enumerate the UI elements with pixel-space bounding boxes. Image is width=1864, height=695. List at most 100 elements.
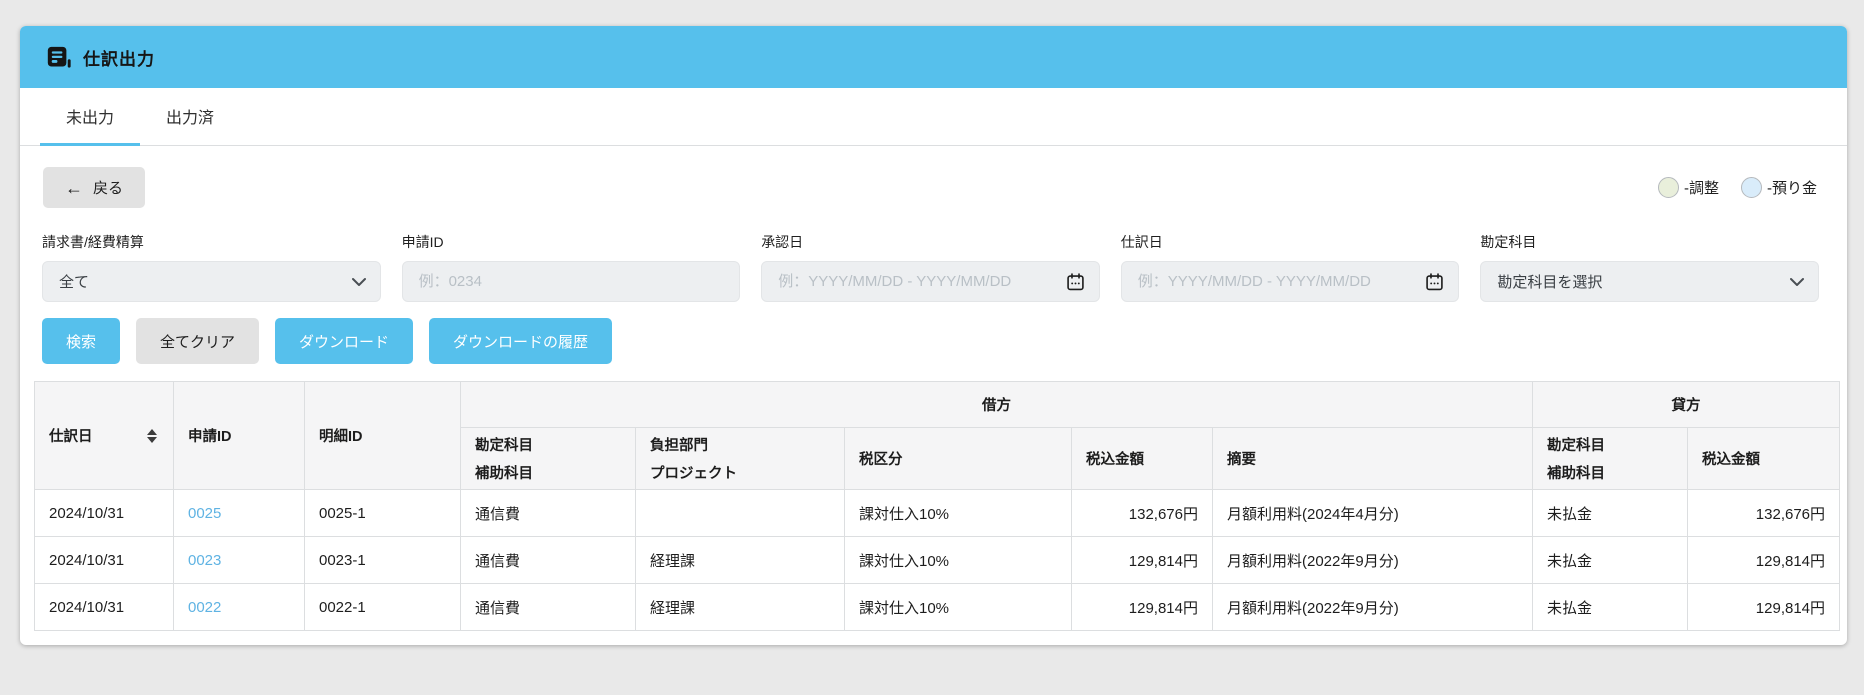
cell-tax-category: 課対仕入10% xyxy=(844,536,1072,584)
cell-department: 経理課 xyxy=(635,536,845,584)
cell-department xyxy=(635,489,845,537)
table-row: 2024/10/31 0025 0025-1 通信費 課対仕入10% 132,6… xyxy=(34,489,1841,537)
col-header-department: 負担部門 プロジェクト xyxy=(635,427,845,490)
action-buttons-row: 検索 全てクリア ダウンロード ダウンロードの履歴 xyxy=(42,318,1847,364)
cell-debit-account: 通信費 xyxy=(460,489,636,537)
col-header-debit-account: 勘定科目 補助科目 xyxy=(460,427,636,490)
journal-date-input[interactable] xyxy=(1121,262,1459,301)
legend-item-deposit: -預り金 xyxy=(1741,177,1817,198)
cell-journal-date: 2024/10/31 xyxy=(34,583,174,631)
search-button[interactable]: 検索 xyxy=(42,318,121,364)
debit-account-line1: 勘定科目 xyxy=(475,438,533,454)
sort-journal-date-button[interactable] xyxy=(145,427,159,445)
department-line1: 負担部門 xyxy=(650,438,708,454)
col-header-tax-category: 税区分 xyxy=(844,427,1072,490)
account-select[interactable]: 勘定科目を選択 xyxy=(1480,261,1819,302)
download-history-button[interactable]: ダウンロードの履歴 xyxy=(429,318,613,364)
cell-detail-id: 0022-1 xyxy=(304,583,461,631)
table-group-header-row: 仕訳日 申請ID 明細ID 借方 貸方 xyxy=(34,381,1841,490)
filter-row: 請求書/経費精算 全て 申請ID 承認日 xyxy=(42,232,1819,302)
cell-credit-account: 未払金 xyxy=(1532,536,1689,584)
cell-detail-id: 0025-1 xyxy=(304,489,461,537)
cell-summary: 月額利用料(2022年9月分) xyxy=(1211,536,1534,584)
doc-type-selected-value: 全て xyxy=(59,274,90,291)
application-id-field-wrap xyxy=(401,261,741,302)
chevron-down-icon xyxy=(1790,277,1804,286)
download-button[interactable]: ダウンロード xyxy=(275,318,414,364)
journal-date-field-wrap xyxy=(1120,261,1460,302)
filter-doc-type: 請求書/経費精算 全て xyxy=(42,232,381,302)
cell-credit-account: 未払金 xyxy=(1532,583,1689,631)
table-row: 2024/10/31 0023 0023-1 通信費 経理課 課対仕入10% 1… xyxy=(34,536,1841,584)
cell-journal-date: 2024/10/31 xyxy=(34,536,174,584)
application-id-link[interactable]: 0023 xyxy=(188,551,222,569)
cell-debit-amount: 129,814円 xyxy=(1071,583,1213,631)
calendar-icon[interactable] xyxy=(1066,272,1085,291)
clear-all-button[interactable]: 全てクリア xyxy=(136,318,260,364)
cell-detail-id: 0023-1 xyxy=(304,536,461,584)
journal-date-col-label: 仕訳日 xyxy=(49,429,93,445)
table-body: 2024/10/31 0025 0025-1 通信費 課対仕入10% 132,6… xyxy=(34,489,1841,631)
account-label: 勘定科目 xyxy=(1480,234,1537,250)
toolbar-row: ← 戻る -調整 -預り金 xyxy=(43,167,1817,208)
tab-not-exported[interactable]: 未出力 xyxy=(40,88,141,146)
legend-adjustment-label: -調整 xyxy=(1684,180,1719,197)
journal-date-label: 仕訳日 xyxy=(1120,234,1163,250)
page-title: 仕訳出力 xyxy=(83,49,155,69)
cell-application-id: 0023 xyxy=(173,536,305,584)
journal-table: 仕訳日 申請ID 明細ID 借方 貸方 勘定科目 補助科目 xyxy=(34,381,1841,631)
journal-export-panel: 仕訳出力 未出力 出力済 ← 戻る -調整 -預り金 請求書/経 xyxy=(20,26,1847,645)
chevron-down-icon xyxy=(351,277,366,286)
cell-application-id: 0022 xyxy=(173,583,305,631)
cell-debit-amount: 129,814円 xyxy=(1071,536,1213,584)
cell-summary: 月額利用料(2024年4月分) xyxy=(1211,489,1534,537)
cell-journal-date: 2024/10/31 xyxy=(34,489,174,537)
account-selected-value: 勘定科目を選択 xyxy=(1497,274,1603,291)
journal-book-icon xyxy=(45,44,72,71)
approval-date-field-wrap xyxy=(761,261,1100,302)
title-bar: 仕訳出力 xyxy=(20,26,1847,88)
col-header-application-id: 申請ID xyxy=(173,381,305,490)
filter-account: 勘定科目 勘定科目を選択 xyxy=(1480,232,1819,302)
tab-exported[interactable]: 出力済 xyxy=(140,88,240,146)
filter-approval-date: 承認日 xyxy=(761,232,1100,302)
deposit-color-circle xyxy=(1741,177,1762,198)
credit-account-line2: 補助科目 xyxy=(1547,466,1606,482)
legend-item-adjustment: -調整 xyxy=(1658,177,1719,198)
filter-journal-date: 仕訳日 xyxy=(1120,232,1460,302)
doc-type-label: 請求書/経費精算 xyxy=(42,234,144,250)
tab-exported-label: 出力済 xyxy=(166,109,215,127)
table-row: 2024/10/31 0022 0022-1 通信費 経理課 課対仕入10% 1… xyxy=(34,583,1841,631)
approval-date-input[interactable] xyxy=(762,262,1099,301)
group-header-debit: 借方 xyxy=(459,381,1534,428)
back-arrow-icon: ← xyxy=(65,177,83,198)
cell-credit-amount: 129,814円 xyxy=(1687,536,1841,584)
col-header-credit-account: 勘定科目 補助科目 xyxy=(1532,427,1689,490)
cell-debit-amount: 132,676円 xyxy=(1071,489,1213,537)
legend-deposit-label: -預り金 xyxy=(1767,180,1817,197)
application-id-link[interactable]: 0025 xyxy=(188,504,222,522)
col-header-detail-id: 明細ID xyxy=(304,381,461,490)
tab-bar: 未出力 出力済 xyxy=(20,88,1847,146)
cell-debit-account: 通信費 xyxy=(460,536,636,584)
cell-summary: 月額利用料(2022年9月分) xyxy=(1211,583,1534,631)
cell-credit-amount: 129,814円 xyxy=(1687,583,1841,631)
cell-credit-amount: 132,676円 xyxy=(1687,489,1841,537)
application-id-input[interactable] xyxy=(402,262,740,301)
back-button-label: 戻る xyxy=(93,180,124,197)
group-header-credit: 貸方 xyxy=(1532,381,1841,428)
col-header-summary: 摘要 xyxy=(1211,427,1534,490)
cell-application-id: 0025 xyxy=(173,489,305,537)
calendar-icon[interactable] xyxy=(1425,272,1444,291)
application-id-label: 申請ID xyxy=(401,234,444,250)
back-button[interactable]: ← 戻る xyxy=(43,167,146,208)
tab-not-exported-label: 未出力 xyxy=(66,109,115,127)
filter-application-id: 申請ID xyxy=(401,232,741,302)
adjustment-color-circle xyxy=(1658,177,1679,198)
legend: -調整 -預り金 xyxy=(1658,177,1817,198)
col-header-journal-date: 仕訳日 xyxy=(34,381,174,490)
application-id-link[interactable]: 0022 xyxy=(188,598,222,616)
col-header-credit-amount: 税込金額 xyxy=(1687,427,1841,490)
cell-department: 経理課 xyxy=(635,583,845,631)
doc-type-select[interactable]: 全て xyxy=(42,261,381,302)
